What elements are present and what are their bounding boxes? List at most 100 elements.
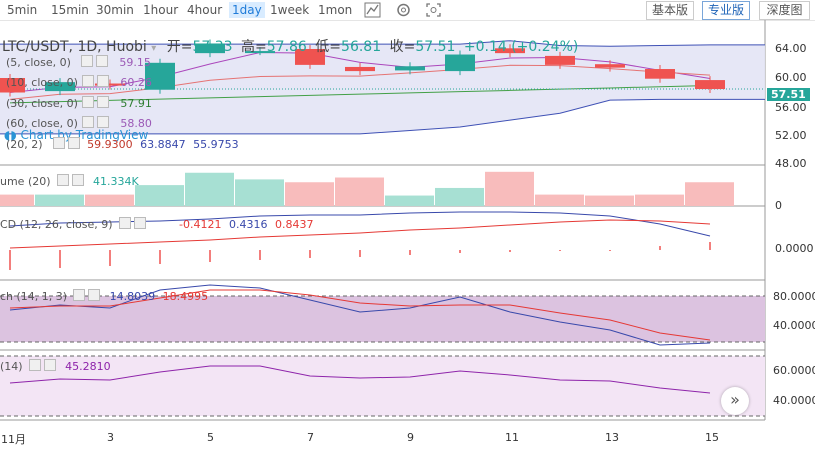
timeframe-1day[interactable]: 1day	[229, 2, 265, 18]
macd-signal-line	[9, 219, 711, 249]
macd-label: CD (12, 26, close, 9)	[0, 218, 113, 231]
close-label: 收=	[389, 39, 416, 55]
macd-hist-value: -0.4121	[179, 218, 222, 231]
bb-legend: (20, 2) 59.9300 63.8847 55.9753	[6, 137, 239, 151]
symbol-title: LTC/USDT, 1D, Huobi	[2, 39, 147, 55]
close-icon[interactable]	[71, 174, 84, 186]
close-value: 57.51	[415, 39, 456, 55]
rsi-value: 45.2810	[65, 360, 111, 373]
volume-bar	[135, 185, 184, 206]
candle	[0, 78, 25, 93]
timeframe-30min[interactable]: 30min	[96, 3, 134, 17]
close-icon[interactable]	[67, 137, 80, 149]
open-value: 57.33	[192, 39, 233, 55]
ma30-line	[9, 84, 711, 104]
candle	[45, 82, 75, 92]
rsi-label: (14)	[0, 360, 23, 373]
price-axis-tick: 60.00	[775, 71, 807, 84]
price-axis-tick: 48.00	[775, 157, 807, 170]
close-icon[interactable]	[95, 55, 108, 67]
timeframe-4hour[interactable]: 4hour	[187, 3, 223, 17]
candle	[395, 66, 425, 71]
settings-icon[interactable]	[80, 55, 93, 67]
rsi-band	[0, 356, 765, 416]
settings-icon[interactable]	[81, 116, 94, 128]
x-axis-tick: 9	[407, 431, 414, 444]
version-basic-button[interactable]: 基本版	[646, 1, 694, 20]
ma5-legend: (5, close, 0) 59.15	[6, 55, 151, 69]
candle	[95, 83, 125, 86]
rsi-legend: (14) 45.2810	[0, 359, 111, 373]
stoch-d-value: 18.4995	[162, 290, 209, 303]
volume-label: ume (20)	[0, 175, 51, 188]
stoch-k-value: 14.8039	[109, 290, 156, 303]
close-icon[interactable]	[43, 359, 56, 371]
timeframe-15min[interactable]: 15min	[51, 3, 89, 17]
current-price-tag: 57.51	[767, 88, 810, 101]
settings-icon[interactable]	[28, 359, 41, 371]
volume-bar	[635, 194, 684, 206]
timeframe-1hour[interactable]: 1hour	[143, 3, 179, 17]
settings-icon[interactable]	[81, 96, 94, 108]
indicator-icon[interactable]	[364, 2, 381, 18]
candle	[645, 69, 675, 79]
tradingview-logo-icon: ◖◗	[4, 128, 17, 142]
volume-bar	[685, 182, 734, 206]
candle	[295, 49, 325, 65]
close-icon[interactable]	[133, 217, 146, 229]
settings-icon[interactable]	[56, 174, 69, 186]
symbol-legend: LTC/USDT, 1D, Huobi ▾ 开=57.33 高=57.86 低=…	[2, 36, 578, 56]
tradingview-watermark: ◖◗ Chart by TradingView	[4, 128, 148, 142]
x-axis-tick: 15	[705, 431, 719, 444]
screenshot-icon[interactable]	[425, 2, 442, 18]
volume-legend: ume (20) 41.334K	[0, 174, 139, 188]
price-axis-tick: 64.00	[775, 42, 807, 55]
volume-bar	[0, 194, 34, 206]
scroll-to-latest-button[interactable]: »	[721, 387, 749, 415]
close-icon[interactable]	[96, 116, 109, 128]
close-icon[interactable]	[88, 289, 101, 301]
ma5-line	[9, 51, 711, 93]
x-axis-tick: 13	[605, 431, 619, 444]
candle	[695, 80, 725, 90]
depth-chart-button[interactable]: 深度图	[759, 1, 810, 20]
settings-icon[interactable]	[118, 217, 131, 229]
close-icon[interactable]	[96, 75, 109, 87]
volume-value: 41.334K	[93, 175, 139, 188]
version-pro-button[interactable]: 专业版	[702, 1, 750, 20]
x-axis-tick: 11月	[1, 433, 26, 446]
change-value: +0.14 (+0.24%)	[463, 39, 579, 55]
bollinger-lower-line	[0, 98, 765, 135]
x-axis-tick: 7	[307, 431, 314, 444]
close-icon[interactable]	[96, 96, 109, 108]
volume-bar	[335, 177, 384, 206]
x-axis-tick: 11	[505, 431, 519, 444]
low-value: 56.81	[341, 39, 382, 55]
candle	[195, 43, 225, 54]
high-value: 57.86	[266, 39, 307, 55]
volume-bar	[385, 195, 434, 206]
volume-bar	[435, 187, 484, 206]
timeframe-1mon[interactable]: 1mon	[318, 3, 353, 17]
volume-bar	[185, 172, 234, 206]
rsi-axis-tick: 60.0000	[773, 364, 815, 377]
toolbar: 5min 15min 30min 1hour 4hour 1day 1week …	[0, 0, 815, 21]
rsi-line	[9, 365, 711, 394]
settings-icon[interactable]	[81, 75, 94, 87]
stoch-axis-tick: 80.0000	[773, 290, 815, 303]
ma10-label: (10, close, 0)	[6, 76, 78, 89]
ma5-label: (5, close, 0)	[6, 56, 71, 69]
settings-icon[interactable]	[395, 2, 412, 18]
chevron-down-icon[interactable]: ▾	[151, 43, 157, 54]
timeframe-5min[interactable]: 5min	[7, 3, 38, 17]
price-axis-tick: 56.00	[775, 101, 807, 114]
settings-icon[interactable]	[73, 289, 86, 301]
bb-mid-value: 59.9300	[87, 138, 133, 151]
candle	[545, 55, 575, 65]
settings-icon[interactable]	[52, 137, 65, 149]
stoch-axis-tick: 40.0000	[773, 319, 815, 332]
volume-bar	[585, 195, 634, 206]
candle	[245, 51, 275, 54]
timeframe-1week[interactable]: 1week	[270, 3, 310, 17]
